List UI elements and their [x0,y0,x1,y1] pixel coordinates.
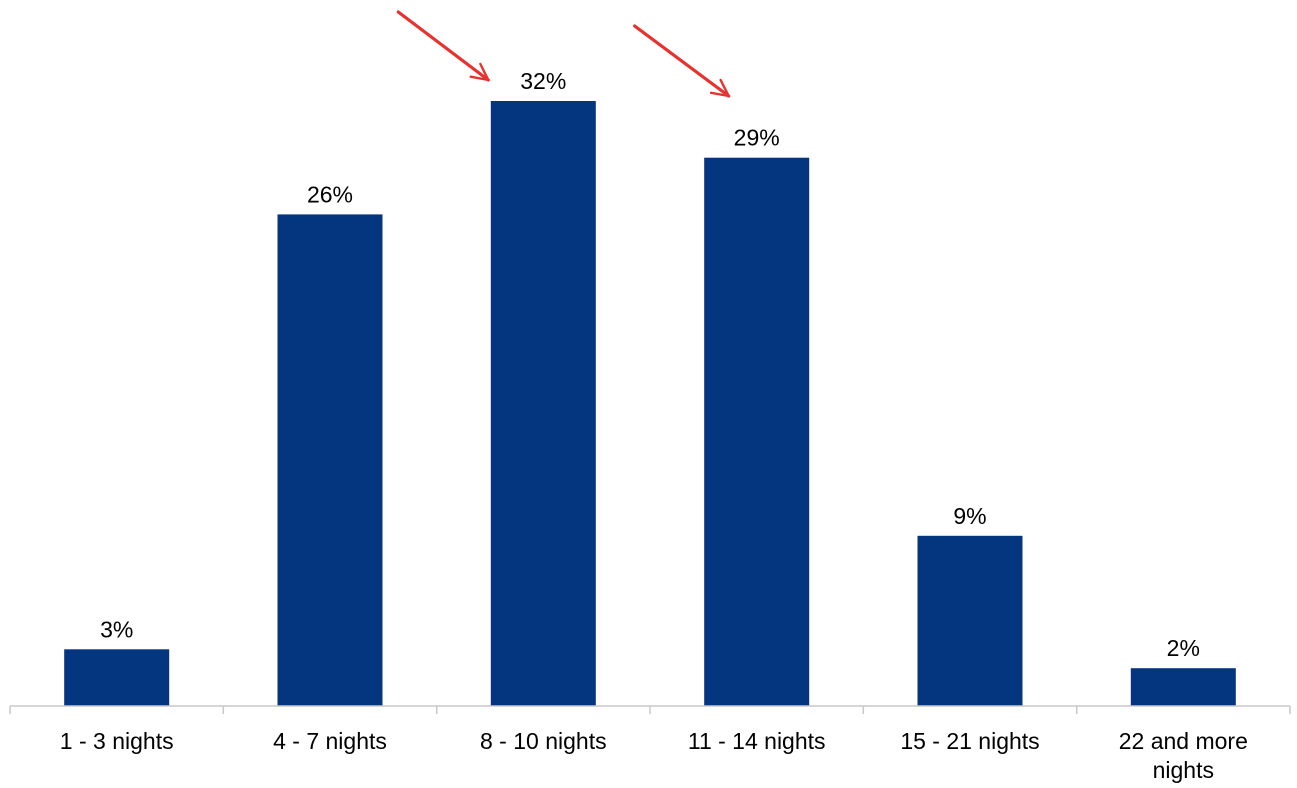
x-tick-label: 8 - 10 nights [480,728,607,754]
x-tick-label: nights [1153,757,1214,783]
data-label: 9% [953,503,986,529]
data-label: 26% [307,181,353,207]
x-tick-label: 1 - 3 nights [60,728,174,754]
data-label: 3% [100,616,133,642]
x-tick-label: 22 and more [1119,728,1248,754]
bar [1130,668,1236,706]
data-label: 29% [734,125,780,151]
bar [704,157,810,706]
x-tick-label: 11 - 14 nights [688,728,826,754]
bar [64,649,170,706]
data-label: 32% [520,68,566,94]
red-arrow-annotation [396,10,490,82]
x-tick-label: 4 - 7 nights [273,728,387,754]
red-arrow-annotation [633,24,731,98]
bar [277,214,383,706]
bar [490,101,596,706]
x-tick-label: 15 - 21 nights [900,728,1039,754]
data-label: 2% [1167,635,1200,661]
bar [917,535,1023,706]
